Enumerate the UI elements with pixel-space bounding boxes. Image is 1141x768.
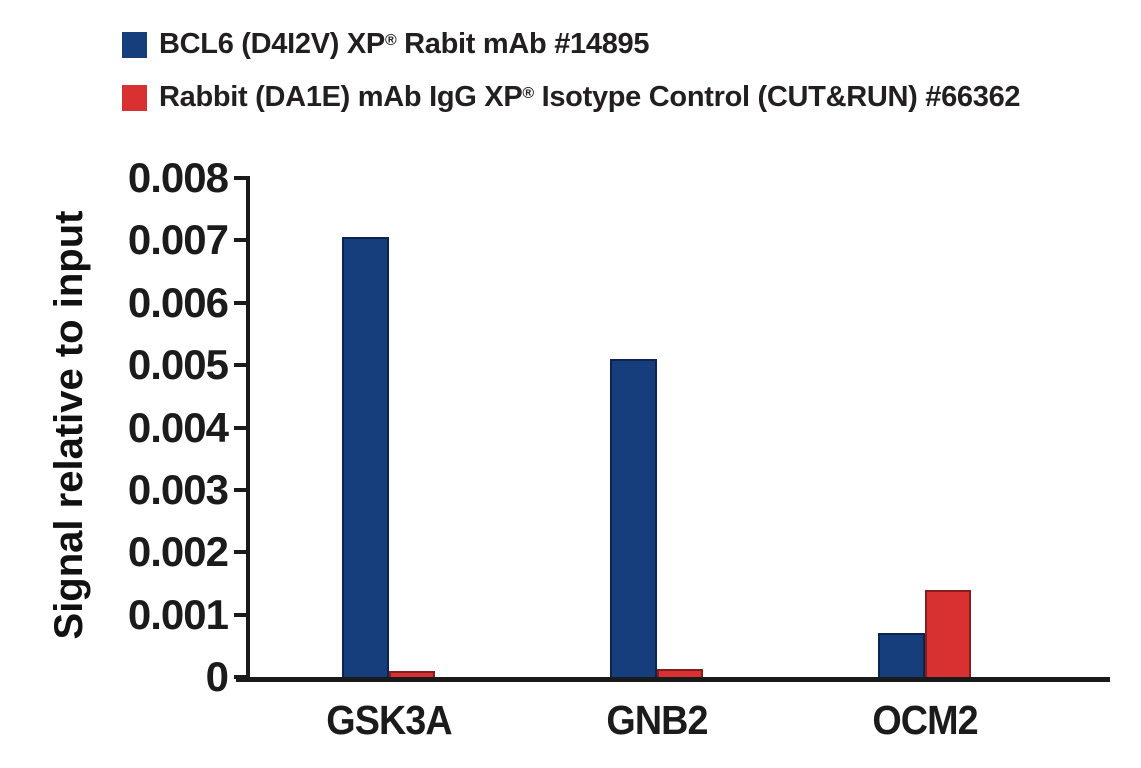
legend-swatch-blue-icon xyxy=(122,31,147,58)
bar-gsk3a-isotype-control xyxy=(389,670,435,677)
bar-gsk3a-antibody xyxy=(342,237,389,677)
legend-label-control-pre: Rabbit (DA1E) mAb IgG XP xyxy=(159,81,523,113)
legend-label-control-post: Isotype Control (CUT&RUN) #66362 xyxy=(533,81,1021,113)
y-tick-label: 0.007 xyxy=(127,216,229,264)
y-tick-mark xyxy=(234,425,250,430)
y-tick-label: 0.003 xyxy=(127,465,229,513)
bar-ocm2-antibody xyxy=(878,633,925,677)
y-tick-mark xyxy=(234,675,250,679)
registered-trademark-icon: ® xyxy=(522,85,534,103)
legend-item-antibody: BCL6 (D4I2V) XP® Rabit mAb #14895 xyxy=(122,28,1020,61)
legend-label-antibody-pre: BCL6 (D4I2V) XP xyxy=(159,28,385,60)
y-tick-mark xyxy=(234,550,250,555)
registered-trademark-icon: ® xyxy=(384,32,397,50)
y-axis-title: Signal relative to input xyxy=(47,210,91,640)
y-tick-mark xyxy=(234,487,250,492)
x-category-label-gsk3a: GSK3A xyxy=(326,697,452,743)
y-tick-label: 0 xyxy=(205,653,229,700)
x-category-label-gnb2: GNB2 xyxy=(606,697,708,743)
y-tick-mark xyxy=(234,238,250,243)
legend-label-antibody: BCL6 (D4I2V) XP® Rabit mAb #14895 xyxy=(159,28,650,61)
x-axis-line xyxy=(236,677,1110,682)
chart-legend: BCL6 (D4I2V) XP® Rabit mAb #14895 Rabbit… xyxy=(122,28,1021,137)
y-tick-label: 0.006 xyxy=(127,278,229,326)
y-tick-mark xyxy=(234,176,250,180)
legend-swatch-red-icon xyxy=(122,84,147,111)
y-tick-label: 0.001 xyxy=(127,590,229,638)
legend-label-isotype-control: Rabbit (DA1E) mAb IgG XP® Isotype Contro… xyxy=(159,81,1021,114)
y-tick-mark xyxy=(234,363,250,368)
x-category-label-ocm2: OCM2 xyxy=(872,697,978,743)
y-tick-label: 0.004 xyxy=(127,403,229,451)
bar-gnb2-antibody xyxy=(610,358,657,677)
y-tick-label: 0.008 xyxy=(127,154,229,201)
y-tick-mark xyxy=(234,612,250,617)
legend-item-isotype-control: Rabbit (DA1E) mAb IgG XP® Isotype Contro… xyxy=(122,81,1021,114)
bar-ocm2-isotype-control xyxy=(925,589,971,677)
legend-label-antibody-post: Rabit mAb #14895 xyxy=(396,28,650,60)
y-tick-label: 0.002 xyxy=(127,528,229,576)
y-tick-label: 0.005 xyxy=(127,341,229,389)
y-tick-mark xyxy=(234,300,250,305)
bar-gnb2-isotype-control xyxy=(657,668,703,677)
